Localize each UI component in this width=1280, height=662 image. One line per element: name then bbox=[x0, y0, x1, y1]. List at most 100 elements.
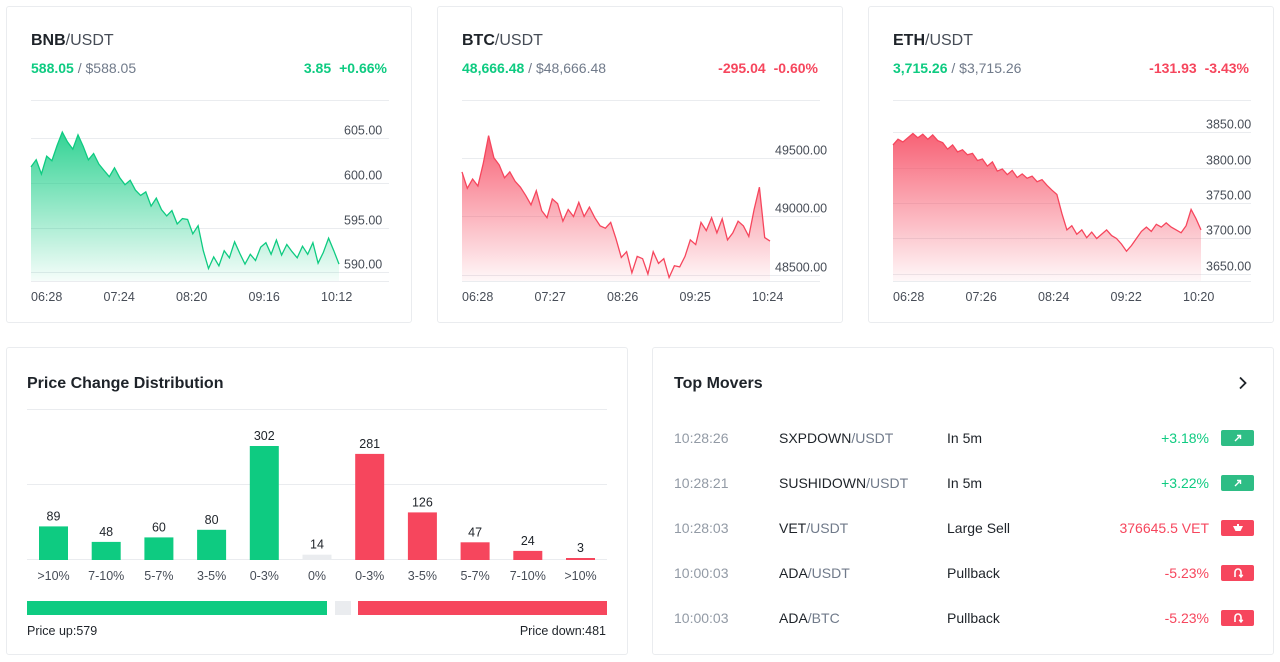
bar-category-label: 5-7% bbox=[144, 569, 173, 583]
price-change-distribution-card: Price Change Distribution 89 >10% 48 7-10% 6… bbox=[6, 347, 628, 655]
y-tick-label: 48500.00 bbox=[775, 261, 827, 275]
mover-value: -5.23% bbox=[1164, 610, 1209, 626]
distribution-bar bbox=[302, 554, 332, 560]
price-chart: 3850.00 3800.00 3750.00 3700.00 3650.00 06:28… bbox=[892, 100, 1251, 304]
mover-base: ADA bbox=[779, 610, 808, 626]
distribution-bar bbox=[197, 529, 227, 560]
distribution-bar bbox=[144, 537, 174, 560]
mover-type: In 5m bbox=[947, 475, 983, 491]
y-tick-label: 3750.00 bbox=[1206, 189, 1251, 203]
bar-category-label: 0% bbox=[308, 569, 326, 583]
x-tick-label: 08:24 bbox=[1038, 290, 1069, 304]
top-movers-title: Top Movers bbox=[674, 375, 763, 392]
bar-value-label: 281 bbox=[359, 437, 380, 451]
quote-asset: /USDT bbox=[494, 32, 543, 49]
y-tick-label: 600.00 bbox=[344, 169, 382, 183]
bar-category-label: 0-3% bbox=[355, 569, 384, 583]
eth-usdt-card[interactable]: ETH/USDT 3,715.26 / $3,715.26 -131.93 -3.… bbox=[868, 6, 1274, 323]
mover-row[interactable]: 10:00:03 ADA/USDT Pullback -5.23% bbox=[653, 565, 1275, 589]
mover-time: 10:00:03 bbox=[674, 565, 729, 581]
bar-value-label: 48 bbox=[99, 525, 113, 539]
bnb-usdt-card[interactable]: BNB/USDT 588.05 / $588.05 3.85 +0.66% 605… bbox=[6, 6, 412, 323]
mover-type: Pullback bbox=[947, 565, 1000, 581]
change-pct: +0.66% bbox=[339, 60, 387, 76]
change-pct: -0.60% bbox=[773, 60, 818, 76]
distribution-bar bbox=[513, 550, 543, 560]
bar-value-label: 14 bbox=[310, 538, 324, 552]
x-tick-label: 07:24 bbox=[104, 290, 135, 304]
x-tick-label: 10:12 bbox=[321, 290, 352, 304]
bar-value-label: 126 bbox=[412, 495, 433, 509]
bar-category-label: >10% bbox=[564, 569, 596, 583]
price-area bbox=[31, 132, 339, 281]
price-line: 48,666.48 / $48,666.48 bbox=[462, 60, 606, 76]
mover-symbol[interactable]: VET/USDT bbox=[779, 520, 848, 536]
distribution-bar bbox=[355, 453, 385, 560]
large-sell-icon bbox=[1221, 520, 1254, 536]
mover-symbol[interactable]: SUSHIDOWN/USDT bbox=[779, 475, 908, 491]
quote-asset: /USDT bbox=[925, 32, 973, 49]
price-line: 588.05 / $588.05 bbox=[31, 60, 136, 76]
distribution-title: Price Change Distribution bbox=[27, 375, 224, 392]
change-abs: 3.85 bbox=[303, 60, 332, 76]
x-tick-label: 09:16 bbox=[249, 290, 280, 304]
bar-category-label: 3-5% bbox=[197, 569, 226, 583]
mover-time: 10:28:21 bbox=[674, 475, 729, 491]
bar-value-label: 60 bbox=[152, 520, 166, 534]
usd-price: $588.05 bbox=[85, 60, 137, 76]
mover-symbol[interactable]: ADA/BTC bbox=[779, 610, 840, 626]
bar-value-label: 24 bbox=[521, 534, 535, 548]
bar-category-label: 0-3% bbox=[250, 569, 279, 583]
last-price: 588.05 bbox=[31, 60, 74, 76]
bar-value-label: 47 bbox=[468, 525, 482, 539]
base-asset: BTC bbox=[462, 32, 495, 49]
distribution-bar bbox=[407, 512, 437, 560]
x-tick-label: 08:20 bbox=[176, 290, 207, 304]
mover-base: ADA bbox=[779, 565, 808, 581]
bar-value-label: 3 bbox=[577, 541, 584, 555]
distribution-chart: 89 >10% 48 7-10% 60 5-7% 80 3-5% 302 0-3% 14 0% 281 0… bbox=[27, 409, 607, 583]
mover-time: 10:28:03 bbox=[674, 520, 729, 536]
mover-base: SXPDOWN bbox=[779, 430, 852, 446]
price-flat-ratio-bar bbox=[335, 601, 351, 615]
pullback-icon bbox=[1221, 565, 1254, 581]
price-line bbox=[892, 132, 1202, 253]
chevron-right-icon[interactable] bbox=[1231, 370, 1255, 396]
top-movers-card: Top Movers 10:28:26 SXPDOWN/USDT In 5m +… bbox=[652, 347, 1274, 655]
price-change: 3.85 +0.66% bbox=[304, 60, 387, 76]
mover-symbol[interactable]: ADA/USDT bbox=[779, 565, 850, 581]
x-tick-label: 07:27 bbox=[535, 290, 566, 304]
y-tick-label: 3800.00 bbox=[1206, 154, 1251, 168]
mover-quote: /USDT bbox=[806, 520, 849, 536]
price-line bbox=[461, 135, 771, 280]
btc-usdt-card[interactable]: BTC/USDT 48,666.48 / $48,666.48 -295.04-… bbox=[437, 6, 843, 323]
bar-category-label: 5-7% bbox=[461, 569, 490, 583]
y-tick-label: 49000.00 bbox=[775, 202, 827, 216]
y-tick-label: 3850.00 bbox=[1206, 118, 1251, 132]
pair-name: ETH/USDT bbox=[893, 32, 973, 50]
bar-category-label: 7-10% bbox=[510, 569, 546, 583]
price-separator: / bbox=[947, 60, 960, 76]
mover-value: +3.22% bbox=[1161, 475, 1209, 491]
bar-category-label: 7-10% bbox=[88, 569, 124, 583]
mover-quote: /USDT bbox=[866, 475, 909, 491]
x-tick-label: 06:28 bbox=[462, 290, 493, 304]
price-chart: 49500.00 49000.00 48500.00 06:28 07:27 08:26 0… bbox=[461, 100, 827, 304]
y-tick-label: 49500.00 bbox=[775, 144, 827, 158]
mover-type: Pullback bbox=[947, 610, 1000, 626]
price-change: -131.93 -3.43% bbox=[1149, 60, 1249, 76]
price-change: -295.04 -0.60% bbox=[718, 60, 818, 76]
pair-name: BTC/USDT bbox=[462, 32, 543, 50]
mover-row[interactable]: 10:28:21 SUSHIDOWN/USDT In 5m +3.22% bbox=[653, 475, 1275, 499]
distribution-bar bbox=[249, 446, 279, 560]
mover-row[interactable]: 10:00:03 ADA/BTC Pullback -5.23% bbox=[653, 610, 1275, 634]
arrow-up-right-icon bbox=[1221, 475, 1254, 491]
pair-name: BNB/USDT bbox=[31, 32, 114, 50]
mover-row[interactable]: 10:28:26 SXPDOWN/USDT In 5m +3.18% bbox=[653, 430, 1275, 454]
x-tick-label: 06:28 bbox=[31, 290, 62, 304]
y-tick-label: 590.00 bbox=[344, 258, 382, 272]
mover-row[interactable]: 10:28:03 VET/USDT Large Sell 376645.5 VE… bbox=[653, 520, 1275, 544]
x-tick-label: 09:22 bbox=[1111, 290, 1142, 304]
mover-symbol[interactable]: SXPDOWN/USDT bbox=[779, 430, 893, 446]
y-tick-label: 605.00 bbox=[344, 124, 382, 138]
